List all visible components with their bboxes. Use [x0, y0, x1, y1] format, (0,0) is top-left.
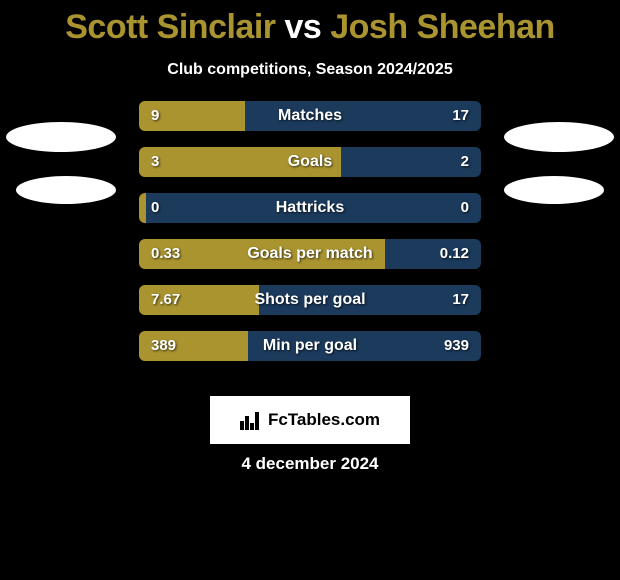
metric-row: 389939Min per goal: [0, 331, 620, 361]
metric-label: Goals per match: [139, 239, 481, 269]
metric-label: Matches: [139, 101, 481, 131]
metric-row: 917Matches: [0, 101, 620, 131]
player1-name: Scott Sinclair: [65, 8, 275, 46]
barchart-icon: [240, 410, 262, 430]
comparison-title: Scott Sinclair vs Josh Sheehan: [0, 0, 620, 47]
branding-text: FcTables.com: [268, 410, 380, 430]
metric-row: 32Goals: [0, 147, 620, 177]
metric-row: 0.330.12Goals per match: [0, 239, 620, 269]
vs-label: vs: [284, 8, 321, 46]
metric-label: Min per goal: [139, 331, 481, 361]
metric-label: Goals: [139, 147, 481, 177]
metric-row: 7.6717Shots per goal: [0, 285, 620, 315]
player2-name: Josh Sheehan: [330, 8, 555, 46]
metric-label: Hattricks: [139, 193, 481, 223]
date-label: 4 december 2024: [0, 454, 620, 474]
subtitle: Club competitions, Season 2024/2025: [0, 61, 620, 79]
branding-badge: FcTables.com: [210, 396, 410, 444]
metric-label: Shots per goal: [139, 285, 481, 315]
metric-row: 00Hattricks: [0, 193, 620, 223]
